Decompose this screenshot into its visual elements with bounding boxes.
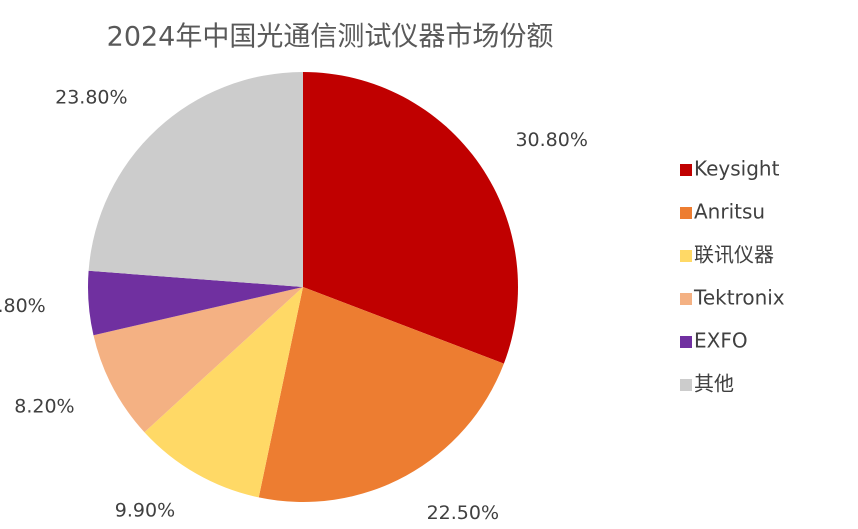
pie-slice	[93, 287, 304, 433]
legend-swatch	[680, 379, 692, 391]
data-label: 23.80%	[55, 86, 127, 108]
legend-label: Keysight	[694, 157, 780, 181]
legend-swatch	[680, 164, 692, 176]
data-label: 22.50%	[427, 502, 499, 524]
pie-slice	[88, 72, 303, 287]
legend-label: Tektronix	[693, 286, 785, 310]
legend-label: Anritsu	[694, 200, 765, 224]
data-label: 4.80%	[0, 295, 46, 317]
pie-slice	[258, 287, 504, 502]
legend-label: EXFO	[694, 329, 748, 353]
legend-label: 其他	[694, 372, 734, 396]
legend-swatch	[680, 250, 692, 262]
legend-swatch	[680, 336, 692, 348]
legend-swatch	[680, 293, 692, 305]
pie-slice	[88, 270, 304, 336]
data-label: 9.90%	[115, 500, 175, 522]
chart-title: 2024年中国光通信测试仪器市场份额	[107, 22, 554, 53]
legend-swatch	[680, 207, 692, 219]
legend-label: 联讯仪器	[694, 243, 774, 267]
pie-slice	[303, 72, 518, 364]
data-label: 30.80%	[515, 129, 587, 151]
pie-slice	[144, 287, 303, 498]
data-label: 8.20%	[14, 396, 74, 418]
